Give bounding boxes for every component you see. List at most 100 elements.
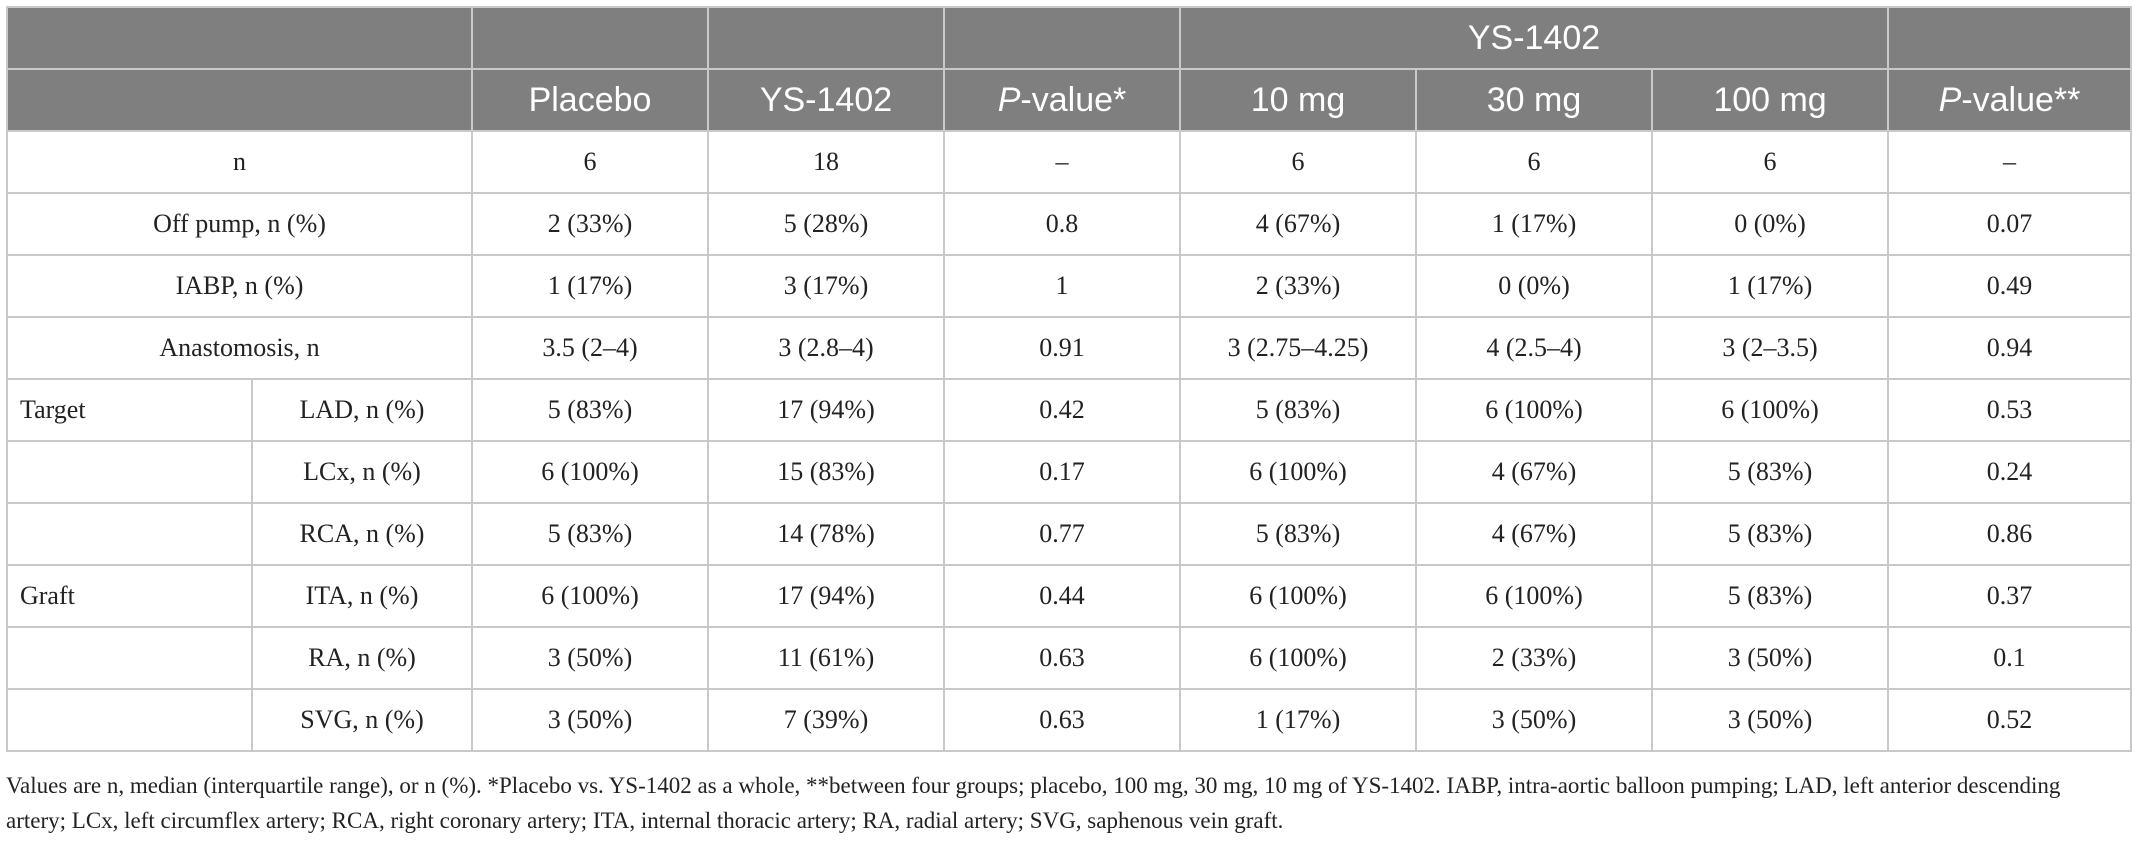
cell-p1: 0.42 xyxy=(943,378,1181,442)
cell-10mg: 6 xyxy=(1179,130,1417,194)
header-blank-cell xyxy=(6,68,473,132)
header-blank-cell xyxy=(471,6,709,70)
cell-p2: 0.86 xyxy=(1887,502,2133,566)
table-row: RCA, n (%) 5 (83%) 14 (78%) 0.77 5 (83%)… xyxy=(6,502,2133,566)
cell-10mg: 5 (83%) xyxy=(1179,378,1417,442)
table-row: LCx, n (%) 6 (100%) 15 (83%) 0.17 6 (100… xyxy=(6,440,2133,504)
table-row: RA, n (%) 3 (50%) 11 (61%) 0.63 6 (100%)… xyxy=(6,626,2133,690)
table-row: SVG, n (%) 3 (50%) 7 (39%) 0.63 1 (17%) … xyxy=(6,688,2133,752)
cell-placebo: 3 (50%) xyxy=(471,688,709,752)
cell-30mg: 3 (50%) xyxy=(1415,688,1653,752)
row-group-label xyxy=(6,502,253,566)
cell-100mg: 0 (0%) xyxy=(1650,192,1890,256)
cell-30mg: 4 (67%) xyxy=(1415,502,1653,566)
header-blank-cell xyxy=(6,6,473,70)
cell-100mg: 3 (2–3.5) xyxy=(1650,316,1890,380)
cell-100mg: 6 (100%) xyxy=(1650,378,1890,442)
cell-30mg: 2 (33%) xyxy=(1415,626,1653,690)
header-p-value-1: P-value* xyxy=(943,68,1181,132)
p-italic: P xyxy=(1938,80,1962,119)
header-columns-row: Placebo YS-1402 P-value* 10 mg 30 mg 100… xyxy=(6,68,2133,132)
cell-100mg: 5 (83%) xyxy=(1650,440,1890,504)
cell-ys1402: 5 (28%) xyxy=(707,192,945,256)
cell-100mg: 5 (83%) xyxy=(1650,502,1890,566)
cell-placebo: 3 (50%) xyxy=(471,626,709,690)
row-label: LAD, n (%) xyxy=(251,378,473,442)
cell-placebo: 5 (83%) xyxy=(471,502,709,566)
header-blank-cell xyxy=(1887,6,2133,70)
cell-p2: 0.07 xyxy=(1887,192,2133,256)
cell-placebo: 1 (17%) xyxy=(471,254,709,318)
cell-10mg: 2 (33%) xyxy=(1179,254,1417,318)
cell-p2: 0.94 xyxy=(1887,316,2133,380)
p-rest: -value* xyxy=(1020,80,1127,119)
cell-ys1402: 18 xyxy=(707,130,945,194)
data-table: YS-1402 Placebo YS-1402 P-value* 10 mg 3… xyxy=(6,6,2133,752)
cell-placebo: 6 xyxy=(471,130,709,194)
cell-placebo: 2 (33%) xyxy=(471,192,709,256)
cell-p2: – xyxy=(1887,130,2133,194)
cell-30mg: 6 xyxy=(1415,130,1653,194)
cell-30mg: 4 (67%) xyxy=(1415,440,1653,504)
cell-10mg: 1 (17%) xyxy=(1179,688,1417,752)
header-10mg: 10 mg xyxy=(1179,68,1417,132)
cell-30mg: 0 (0%) xyxy=(1415,254,1653,318)
cell-p1: 0.91 xyxy=(943,316,1181,380)
table-row: Anastomosis, n 3.5 (2–4) 3 (2.8–4) 0.91 … xyxy=(6,316,2133,380)
row-label: Anastomosis, n xyxy=(6,316,473,380)
cell-100mg: 6 xyxy=(1650,130,1890,194)
row-label: RA, n (%) xyxy=(251,626,473,690)
cell-30mg: 6 (100%) xyxy=(1415,378,1653,442)
cell-placebo: 5 (83%) xyxy=(471,378,709,442)
table-container: YS-1402 Placebo YS-1402 P-value* 10 mg 3… xyxy=(6,6,2133,752)
row-label: IABP, n (%) xyxy=(6,254,473,318)
cell-ys1402: 11 (61%) xyxy=(707,626,945,690)
cell-p1: 0.63 xyxy=(943,626,1181,690)
table-row: Off pump, n (%) 2 (33%) 5 (28%) 0.8 4 (6… xyxy=(6,192,2133,256)
cell-10mg: 4 (67%) xyxy=(1179,192,1417,256)
cell-10mg: 6 (100%) xyxy=(1179,440,1417,504)
cell-10mg: 6 (100%) xyxy=(1179,626,1417,690)
header-dose-group: YS-1402 xyxy=(1178,6,1890,70)
header-p-value-2: P-value** xyxy=(1887,68,2133,132)
cell-p1: 0.63 xyxy=(943,688,1181,752)
cell-p2: 0.37 xyxy=(1887,564,2133,628)
cell-p2: 0.52 xyxy=(1887,688,2133,752)
row-label: n xyxy=(6,130,473,194)
cell-ys1402: 3 (2.8–4) xyxy=(707,316,945,380)
cell-placebo: 6 (100%) xyxy=(471,440,709,504)
row-group-label xyxy=(6,626,253,690)
header-ys1402: YS-1402 xyxy=(707,68,945,132)
row-group-label xyxy=(6,440,253,504)
cell-ys1402: 7 (39%) xyxy=(707,688,945,752)
header-30mg: 30 mg xyxy=(1415,68,1653,132)
cell-p2: 0.24 xyxy=(1887,440,2133,504)
cell-10mg: 3 (2.75–4.25) xyxy=(1179,316,1417,380)
cell-30mg: 4 (2.5–4) xyxy=(1415,316,1653,380)
header-blank-cell xyxy=(707,6,945,70)
cell-ys1402: 3 (17%) xyxy=(707,254,945,318)
cell-100mg: 3 (50%) xyxy=(1650,626,1890,690)
cell-100mg: 3 (50%) xyxy=(1650,688,1890,752)
cell-p2: 0.49 xyxy=(1887,254,2133,318)
header-blank-cell xyxy=(943,6,1181,70)
row-label: RCA, n (%) xyxy=(251,502,473,566)
cell-ys1402: 14 (78%) xyxy=(707,502,945,566)
p-italic: P xyxy=(997,80,1021,119)
cell-10mg: 6 (100%) xyxy=(1179,564,1417,628)
cell-p2: 0.1 xyxy=(1887,626,2133,690)
p-rest: -value** xyxy=(1961,80,2081,119)
row-label: SVG, n (%) xyxy=(251,688,473,752)
cell-p1: 0.8 xyxy=(943,192,1181,256)
cell-ys1402: 15 (83%) xyxy=(707,440,945,504)
cell-p1: 0.77 xyxy=(943,502,1181,566)
cell-p1: – xyxy=(943,130,1181,194)
cell-100mg: 5 (83%) xyxy=(1650,564,1890,628)
table-footnote: Values are n, median (interquartile rang… xyxy=(6,773,2061,833)
cell-placebo: 6 (100%) xyxy=(471,564,709,628)
row-group-label xyxy=(6,688,253,752)
row-group-label: Target xyxy=(6,378,253,442)
row-label: Off pump, n (%) xyxy=(6,192,473,256)
cell-p2: 0.53 xyxy=(1887,378,2133,442)
table-row: IABP, n (%) 1 (17%) 3 (17%) 1 2 (33%) 0 … xyxy=(6,254,2133,318)
